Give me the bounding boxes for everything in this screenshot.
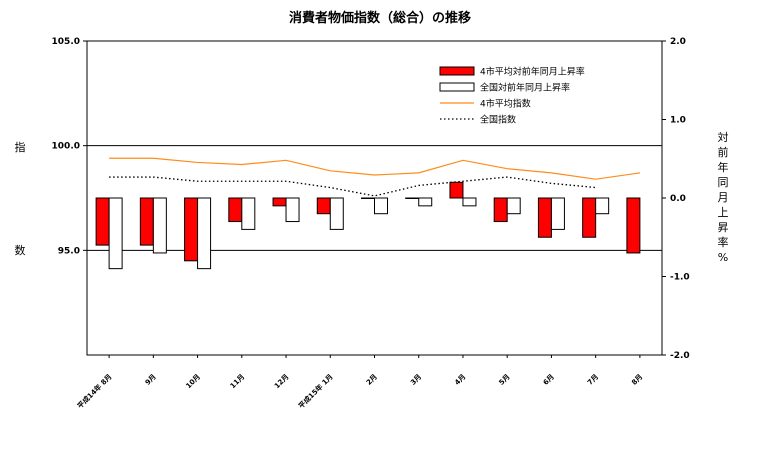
legend-label: 全国指数 bbox=[480, 114, 516, 126]
line-4city-index bbox=[109, 157, 640, 180]
bar-4city-rate bbox=[493, 197, 508, 223]
bar-national-rate bbox=[595, 197, 610, 215]
bar-4city-rate bbox=[228, 197, 243, 223]
right-tick-label: -1.0 bbox=[670, 273, 690, 283]
right-tick-label: 2.0 bbox=[670, 37, 686, 47]
bar-national-rate bbox=[197, 197, 212, 270]
bar-4city-rate bbox=[626, 197, 641, 254]
bar-4city-rate bbox=[184, 197, 199, 262]
right-axis-label-char: 同 bbox=[718, 176, 729, 189]
x-tick-label: 12月 bbox=[273, 373, 291, 391]
bar-4city-rate bbox=[316, 197, 331, 215]
left-tick-label: 100.0 bbox=[52, 142, 80, 152]
right-axis-label-char: 月 bbox=[718, 191, 729, 204]
bar-4city-rate bbox=[272, 197, 287, 207]
right-axis-label-char: 率 bbox=[718, 235, 729, 249]
x-tick-label: 11月 bbox=[229, 373, 247, 391]
bar-national-rate bbox=[152, 197, 167, 254]
x-tick-label: 5月 bbox=[498, 373, 512, 387]
bar-national-rate bbox=[550, 197, 565, 230]
line-national-index bbox=[109, 176, 596, 197]
right-tick-label: 0.0 bbox=[670, 194, 686, 204]
x-tick-label: 3月 bbox=[409, 373, 423, 387]
bar-4city-rate bbox=[139, 197, 154, 246]
x-tick-label: 6月 bbox=[542, 373, 556, 387]
legend-label: 4市平均対前年同月上昇率 bbox=[480, 66, 585, 78]
right-tick-label: 1.0 bbox=[670, 116, 686, 126]
right-tick-label: -2.0 bbox=[670, 351, 690, 361]
right-axis-label-char: % bbox=[718, 251, 728, 264]
bar-national-rate bbox=[241, 197, 256, 230]
bar-national-rate bbox=[329, 197, 344, 230]
x-tick-label: 平成14年 8月 bbox=[75, 372, 113, 410]
bar-national-rate bbox=[108, 197, 123, 270]
bar-national-rate bbox=[462, 197, 477, 207]
right-axis-label-char: 昇 bbox=[718, 221, 729, 234]
right-axis-label-char: 年 bbox=[718, 160, 729, 174]
legend-swatch bbox=[439, 66, 475, 76]
legend-label: 4市平均指数 bbox=[480, 98, 531, 110]
x-tick-label: 4月 bbox=[453, 373, 467, 387]
x-tick-label: 10月 bbox=[184, 373, 202, 391]
bar-national-rate bbox=[506, 197, 521, 215]
left-axis-label-char: 数 bbox=[15, 244, 26, 257]
right-axis-label-char: 対 bbox=[718, 130, 729, 144]
left-tick-label: 105.0 bbox=[52, 37, 80, 47]
x-tick-label: 2月 bbox=[365, 373, 379, 387]
bar-4city-rate bbox=[537, 197, 552, 238]
bar-4city-rate bbox=[582, 197, 597, 238]
bar-national-rate bbox=[418, 197, 433, 207]
x-tick-label: 8月 bbox=[630, 373, 644, 387]
legend-label: 全国対前年同月上昇率 bbox=[480, 82, 570, 94]
left-tick-label: 95.0 bbox=[58, 246, 80, 256]
bar-4city-rate bbox=[361, 197, 375, 199]
bar-4city-rate bbox=[405, 197, 420, 199]
right-axis-label-char: 上 bbox=[718, 206, 729, 219]
bar-national-rate bbox=[374, 197, 388, 215]
chart-title: 消費者物価指数（総合）の推移 bbox=[289, 10, 471, 26]
right-axis-label-char: 前 bbox=[718, 145, 729, 159]
x-tick-label: 9月 bbox=[144, 373, 158, 387]
bar-national-rate bbox=[285, 197, 300, 223]
x-tick-label: 平成15年 1月 bbox=[296, 372, 334, 410]
legend-swatch bbox=[439, 82, 475, 92]
bar-4city-rate bbox=[449, 181, 464, 199]
x-tick-label: 7月 bbox=[586, 373, 600, 387]
bar-4city-rate bbox=[95, 197, 110, 246]
left-axis-label-char: 指 bbox=[15, 140, 26, 154]
